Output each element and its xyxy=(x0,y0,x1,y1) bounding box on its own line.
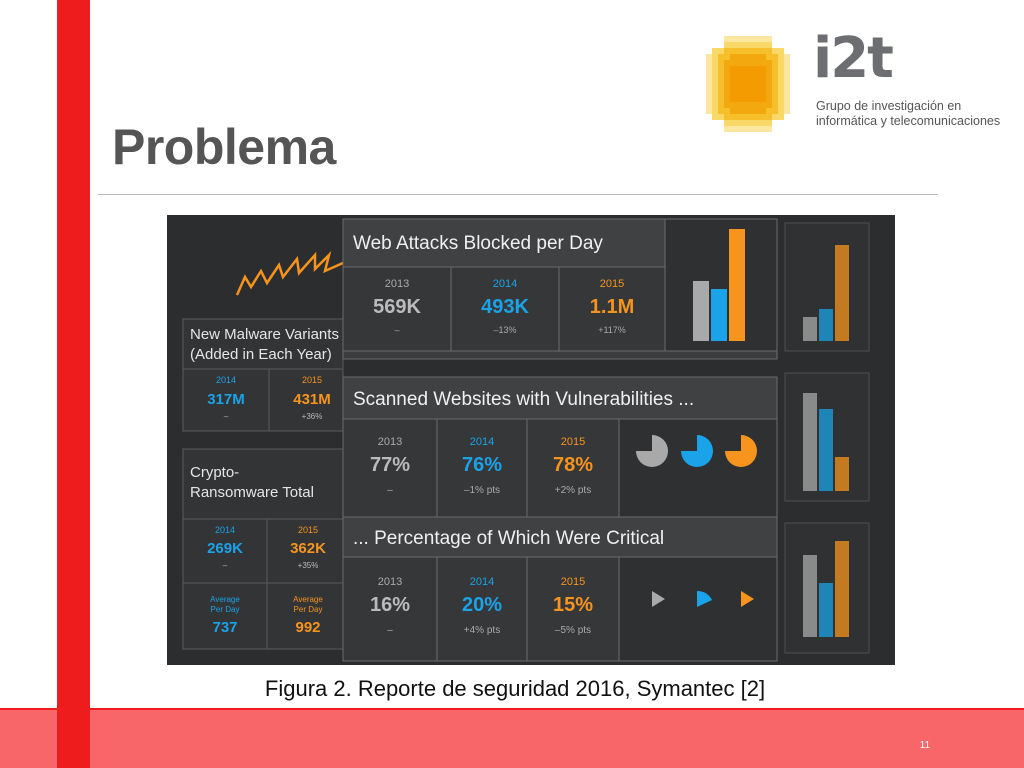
malware-2014-change: – xyxy=(224,412,229,421)
crypto-2014-change: – xyxy=(223,561,228,570)
crypto-avg-label-2a: Average xyxy=(293,595,323,604)
crypto-title-2: Ransomware Total xyxy=(190,484,314,501)
web-bar-2013 xyxy=(693,281,709,341)
crypto-title-1: Crypto- xyxy=(190,464,239,481)
footer-band xyxy=(0,710,1024,768)
scanned-2014-year: 2014 xyxy=(470,436,494,448)
web-bar-2014 xyxy=(711,289,727,341)
logo-subtitle-line2: informática y telecomunicaciones xyxy=(816,114,1001,128)
page-number: 11 xyxy=(919,740,931,751)
scanned-2015-year: 2015 xyxy=(561,436,585,448)
scanned-2015-value: 78% xyxy=(553,454,593,476)
web-2014-value: 493K xyxy=(481,296,529,318)
infographic: New Malware Variants (Added in Each Year… xyxy=(167,215,895,665)
web-2014-change: –13% xyxy=(493,325,516,335)
logo-wordmark: i2t xyxy=(813,26,894,91)
critical-2015-value: 15% xyxy=(553,594,593,616)
critical-2013-change: – xyxy=(387,625,393,636)
malware-2015-value: 431M xyxy=(293,391,331,408)
i2t-logo-sun-icon xyxy=(706,36,790,132)
critical-wedge-2015-icon xyxy=(741,591,754,607)
logo-subtitle-line1: Grupo de investigación en xyxy=(816,99,962,113)
web-2013-change: – xyxy=(394,325,399,335)
scanned-title: Scanned Websites with Vulnerabilities ..… xyxy=(353,389,694,410)
web-2013-value: 569K xyxy=(373,296,421,318)
critical-2015-year: 2015 xyxy=(561,576,585,588)
crypto-avg-2014: 737 xyxy=(212,619,237,636)
web-2015-change: +117% xyxy=(598,325,626,335)
web-2015-year: 2015 xyxy=(600,278,624,290)
malware-2015-change: +36% xyxy=(302,412,323,421)
scanned-2014-value: 76% xyxy=(462,454,502,476)
critical-wedge-2013-icon xyxy=(652,591,665,607)
critical-2014-change: +4% pts xyxy=(464,625,500,636)
scanned-pie-2014-icon xyxy=(681,435,713,467)
scanned-2014-change: –1% pts xyxy=(464,485,500,496)
web-2013-year: 2013 xyxy=(385,278,409,290)
crypto-avg-label-1a: Average xyxy=(210,595,240,604)
critical-2013-year: 2013 xyxy=(378,576,402,588)
crypto-2014-year: 2014 xyxy=(215,525,235,535)
web-2015-value: 1.1M xyxy=(590,296,634,318)
crypto-panel: Crypto- Ransomware Total 2014 269K – 201… xyxy=(182,448,344,650)
malware-panel: New Malware Variants (Added in Each Year… xyxy=(182,318,344,432)
critical-title: ... Percentage of Which Were Critical xyxy=(353,528,664,549)
malware-2014-value: 317M xyxy=(207,391,245,408)
crypto-avg-label-2b: Per Day xyxy=(294,605,323,614)
security-report-figure: New Malware Variants (Added in Each Year… xyxy=(167,215,895,665)
malware-2014-year: 2014 xyxy=(216,375,236,385)
critical-2015-change: –5% pts xyxy=(555,625,591,636)
scanned-2013-value: 77% xyxy=(370,454,410,476)
web-bar-2015 xyxy=(729,229,745,341)
scanned-pie-2015-icon xyxy=(725,435,757,467)
scanned-pie-2013-icon xyxy=(636,435,668,467)
crypto-avg-2015: 992 xyxy=(295,619,320,636)
crypto-2015-value: 362K xyxy=(290,540,326,557)
background-bar-panels xyxy=(784,222,870,654)
scanned-2013-change: – xyxy=(387,485,393,496)
malware-title-2: (Added in Each Year) xyxy=(190,346,332,363)
slide-title: Problema xyxy=(112,119,336,175)
crypto-avg-label-1b: Per Day xyxy=(211,605,240,614)
sunburst-icon xyxy=(235,250,344,296)
crypto-2015-change: +35% xyxy=(298,561,319,570)
left-accent-bar-overlay xyxy=(57,0,90,768)
figure-caption: Figura 2. Reporte de seguridad 2016, Sym… xyxy=(264,676,766,701)
web-attacks-panel: Web Attacks Blocked per Day 2013 569K – … xyxy=(342,218,778,360)
web-attacks-title: Web Attacks Blocked per Day xyxy=(353,233,603,254)
scanned-2015-change: +2% pts xyxy=(555,485,591,496)
logo-subtitle: Grupo de investigación en informática y … xyxy=(816,99,1000,129)
critical-2014-value: 20% xyxy=(462,594,502,616)
malware-title-1: New Malware Variants xyxy=(190,326,339,343)
scanned-2013-year: 2013 xyxy=(378,436,402,448)
crypto-2015-year: 2015 xyxy=(298,525,318,535)
web-2014-year: 2014 xyxy=(493,278,517,290)
scanned-websites-panel: Scanned Websites with Vulnerabilities ..… xyxy=(342,376,778,518)
malware-2015-year: 2015 xyxy=(302,375,322,385)
title-divider xyxy=(98,194,938,195)
critical-panel: ... Percentage of Which Were Critical 20… xyxy=(342,516,778,662)
critical-wedge-2014-icon xyxy=(697,590,712,607)
crypto-2014-value: 269K xyxy=(207,540,243,557)
critical-2013-value: 16% xyxy=(370,594,410,616)
critical-2014-year: 2014 xyxy=(470,576,494,588)
